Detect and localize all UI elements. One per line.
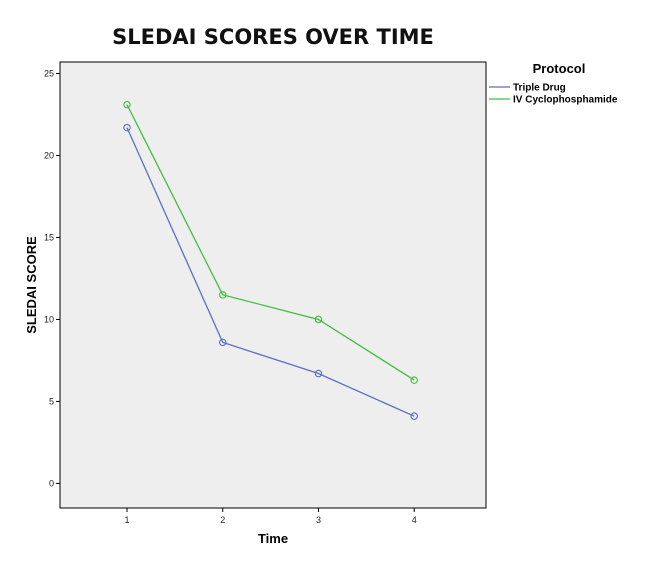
series-line <box>126 104 415 381</box>
y-tick-label: 0 <box>49 478 54 488</box>
x-axis: 1 2 3 4 <box>125 508 417 525</box>
data-point <box>314 315 323 324</box>
y-tick-label: 25 <box>44 68 54 78</box>
data-point <box>314 369 323 378</box>
y-tick-label: 20 <box>44 150 54 160</box>
data-point <box>123 100 131 109</box>
data-point <box>410 412 418 420</box>
series-layer <box>123 100 418 420</box>
legend-label: Triple Drug <box>513 83 566 94</box>
x-tick-label: 3 <box>316 515 321 525</box>
legend-item: IV Cyclophosphamide <box>489 95 618 106</box>
y-tick-label: 5 <box>49 396 54 406</box>
y-tick-label: 15 <box>44 232 54 242</box>
y-axis: 0 5 10 15 20 25 <box>44 68 60 488</box>
y-tick-label: 10 <box>44 314 54 324</box>
chart-title: SLEDAI SCORES OVER TIME <box>112 25 434 49</box>
series-1 <box>123 123 418 420</box>
legend-label: IV Cyclophosphamide <box>513 95 618 106</box>
x-tick-label: 2 <box>220 515 225 525</box>
data-point <box>123 123 131 132</box>
series-2 <box>123 100 418 384</box>
data-point <box>218 291 227 299</box>
data-point <box>410 376 418 384</box>
x-tick-label: 1 <box>125 515 130 525</box>
series-line <box>126 127 415 417</box>
x-tick-label: 4 <box>412 515 417 525</box>
data-point <box>218 338 227 347</box>
legend-title: Protocol <box>533 61 586 76</box>
legend-item: Triple Drug <box>489 83 566 94</box>
y-axis-title: SLEDAI SCORE <box>24 236 39 334</box>
x-axis-title: Time <box>258 531 288 546</box>
